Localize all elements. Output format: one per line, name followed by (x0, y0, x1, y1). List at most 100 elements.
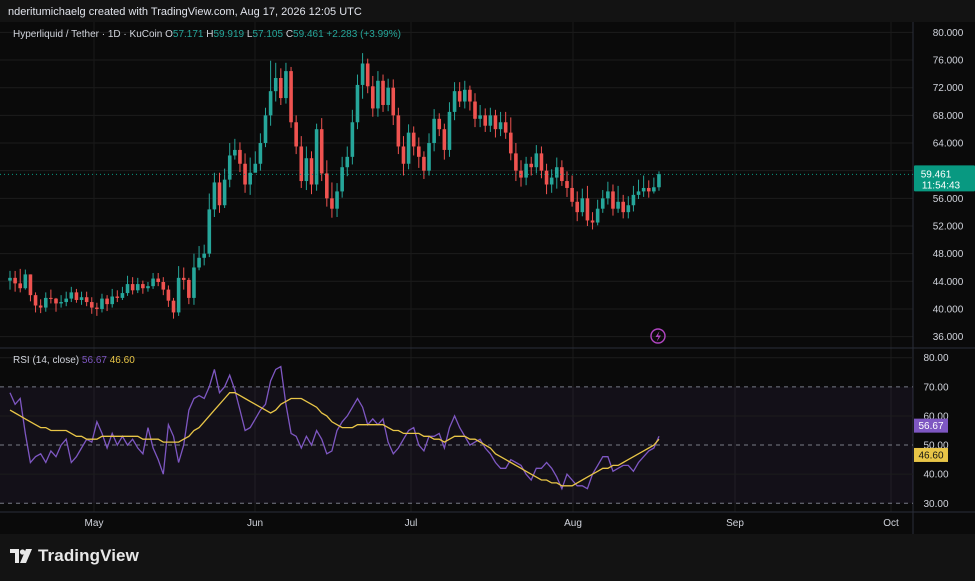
candle (54, 297, 58, 312)
candle (43, 292, 48, 312)
candle-body (304, 158, 309, 182)
candle (130, 277, 135, 295)
candle-body (284, 71, 288, 99)
candle (33, 292, 38, 313)
time-tick-label: Jun (247, 518, 263, 529)
candle-body (330, 198, 334, 209)
candle-body (181, 277, 186, 280)
candle-body (442, 129, 447, 150)
candle (187, 277, 191, 305)
ohlc-open-label: O (165, 29, 173, 40)
candle-body (130, 284, 135, 291)
candle-body (238, 149, 242, 164)
candle-body (197, 257, 201, 268)
candle-body (417, 146, 421, 157)
candle-body (335, 191, 339, 209)
candle-body (432, 118, 436, 144)
candle (79, 291, 84, 305)
candle-body (49, 297, 53, 299)
candle-body (59, 302, 63, 304)
candle (207, 193, 212, 258)
candle (590, 212, 595, 230)
candle-body (524, 163, 528, 178)
candle (49, 289, 53, 304)
candle-body (452, 91, 457, 112)
candle (585, 185, 590, 226)
candle (202, 244, 206, 266)
candle-body (217, 182, 222, 206)
candle-body (606, 191, 610, 199)
rsi-tick-label: 70.00 (923, 382, 948, 393)
tradingview-logo-text: TradingView (38, 546, 139, 565)
candle (646, 180, 651, 198)
candle-body (376, 80, 380, 109)
candle (192, 253, 196, 305)
ohlc-low-label: L (247, 29, 253, 40)
candle (508, 117, 513, 161)
candle (18, 268, 23, 293)
candle (560, 160, 564, 186)
ohlc-close-label: C (286, 29, 293, 40)
candle (611, 184, 615, 216)
chart-canvas[interactable]: 36.000 40.000 44.000 48.000 52.000 56.000 60.0… (0, 22, 975, 534)
time-tick-label: Aug (564, 518, 582, 529)
candle-body (534, 153, 539, 168)
candle (166, 285, 171, 307)
candle-body (636, 191, 641, 195)
bar-countdown-label: 11:54:43 (922, 180, 961, 191)
candle-body (299, 146, 304, 182)
candle-body (411, 132, 416, 147)
candle (253, 151, 258, 173)
rsi-ma-value: 46.60 (110, 355, 135, 366)
candle-body (493, 115, 498, 130)
candle-body (79, 297, 84, 300)
rsi-ma-badge-label: 46.60 (918, 450, 943, 461)
symbol-title: Hyperliquid / Tether · 1D · KuCoin (13, 29, 165, 40)
candle-body (187, 279, 191, 298)
candle (657, 171, 661, 191)
candle (355, 74, 360, 130)
candle-body (340, 167, 344, 192)
candle-body (345, 156, 350, 168)
tradingview-logo[interactable]: TradingView (10, 546, 139, 566)
candle (641, 175, 646, 197)
candle-body (600, 198, 605, 209)
candle-body (74, 292, 79, 300)
candle-body (646, 187, 651, 192)
ohlc-low-value: 57.105 (252, 29, 285, 40)
candle (100, 293, 104, 313)
candle (636, 179, 641, 200)
candle-body (146, 286, 150, 289)
candle (498, 111, 503, 137)
candle-body (544, 170, 549, 185)
candle-body (202, 253, 206, 258)
candle (156, 273, 160, 287)
rsi-ma-line (9, 392, 660, 487)
candle-body (427, 143, 431, 171)
candle (452, 82, 457, 121)
candle-body (69, 292, 74, 299)
candle-body (28, 274, 33, 296)
candle (478, 104, 482, 128)
candles (8, 53, 661, 319)
rsi-line (9, 365, 660, 491)
candle (570, 175, 574, 207)
candle (575, 191, 580, 222)
candle (59, 295, 63, 308)
candle (141, 280, 145, 294)
candle (340, 156, 344, 198)
candle-body (166, 289, 171, 301)
price-tick-label: 80.000 (933, 28, 964, 39)
candle-body (371, 86, 375, 109)
candle (120, 286, 125, 300)
candle (151, 273, 155, 289)
lightning-icon-ring (650, 328, 666, 344)
candle (595, 199, 600, 226)
candle-body (38, 305, 43, 308)
candle (462, 80, 467, 109)
ohlc-change-value: +2.283 (+3.99%) (326, 29, 401, 40)
candle-body (483, 115, 488, 126)
candle (621, 194, 625, 219)
candle (386, 78, 390, 112)
rsi-tick-label: 30.00 (923, 499, 948, 510)
